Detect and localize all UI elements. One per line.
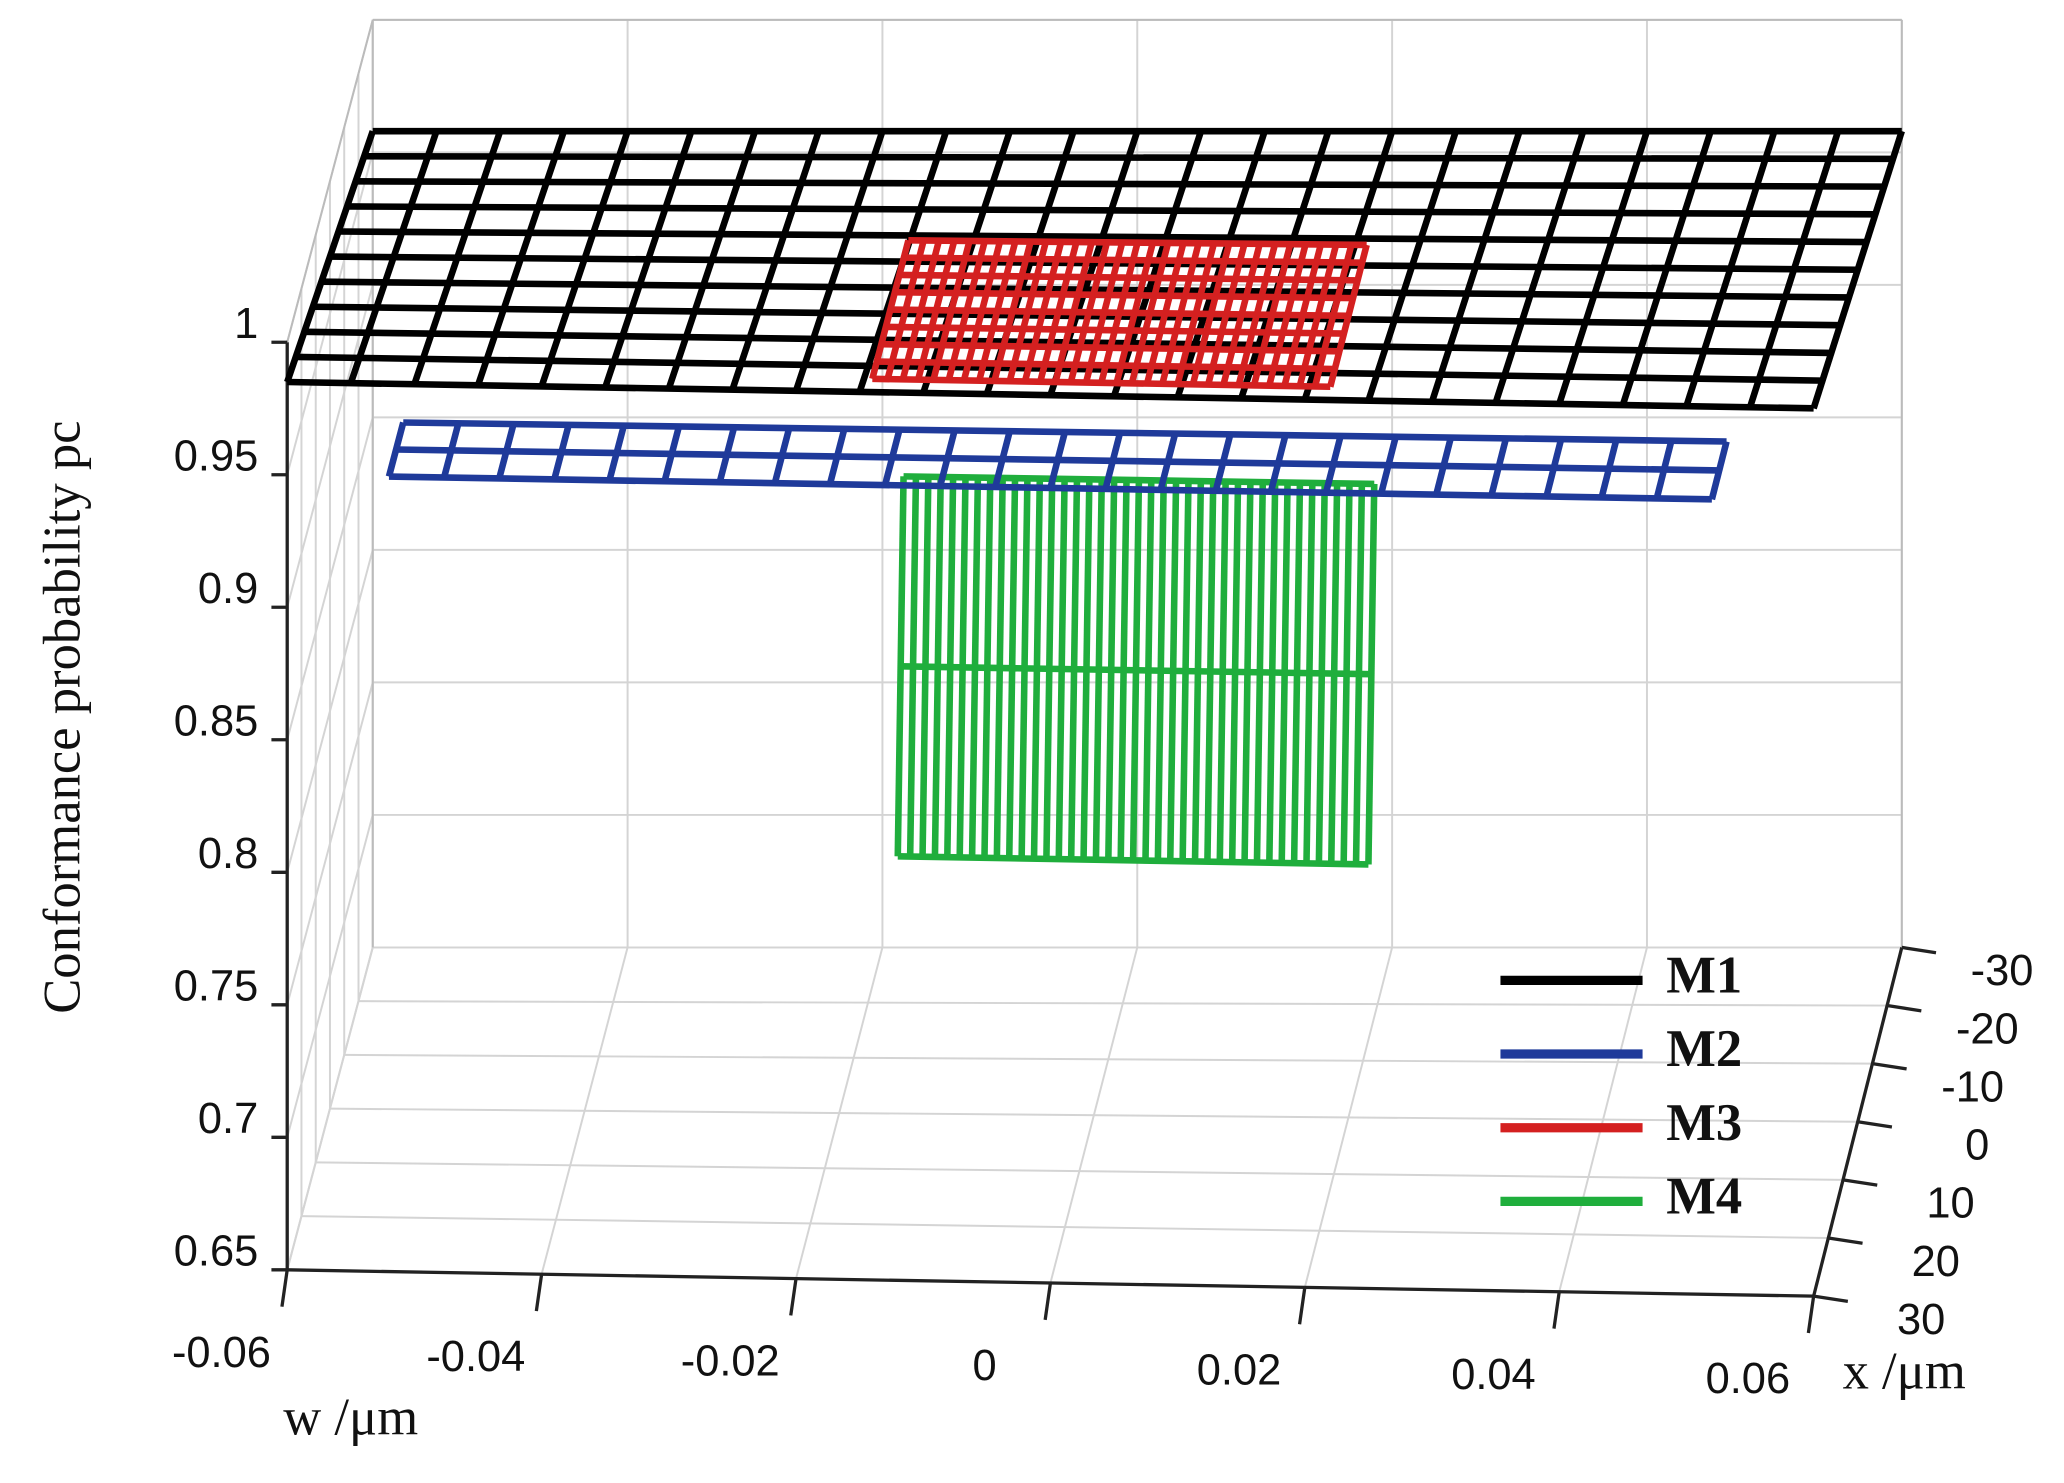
grid-line bbox=[301, 1215, 1829, 1240]
z-tick-label: 0.9 bbox=[198, 565, 258, 613]
x-tick-label: 0 bbox=[1965, 1122, 1989, 1170]
tick-mark bbox=[1552, 1291, 1561, 1329]
mesh-line bbox=[347, 203, 1876, 218]
tick-mark bbox=[1828, 1236, 1863, 1245]
x-tick-label: 10 bbox=[1926, 1180, 1974, 1228]
grid-line bbox=[286, 814, 374, 1138]
z-tick-label: 0.85 bbox=[174, 697, 258, 745]
mesh-line bbox=[321, 278, 1849, 301]
grid-line bbox=[329, 1107, 1858, 1123]
tick-mark bbox=[1886, 1003, 1922, 1013]
z-tick-label: 1 bbox=[234, 300, 258, 348]
mesh-line bbox=[364, 152, 1893, 163]
mesh-line bbox=[903, 254, 1363, 266]
grid-line bbox=[315, 1161, 1844, 1181]
w-tick-label: -0.02 bbox=[681, 1338, 780, 1386]
mesh-line bbox=[872, 375, 1331, 391]
box-edge bbox=[286, 19, 374, 343]
w-axis-label: w /μm bbox=[283, 1388, 418, 1446]
w-tick-label: -0.04 bbox=[426, 1333, 525, 1381]
mesh-line bbox=[899, 271, 1358, 284]
tick-mark bbox=[1857, 1120, 1893, 1129]
mesh-line bbox=[1327, 244, 1370, 388]
mesh-line bbox=[894, 288, 1354, 302]
z-axis-label: Conformance probability pc bbox=[33, 420, 91, 1013]
mesh-line bbox=[329, 253, 1858, 274]
mesh-line bbox=[890, 306, 1349, 320]
tick-mark bbox=[789, 1278, 798, 1316]
legend-label: M3 bbox=[1666, 1094, 1742, 1152]
w-tick-label: 0.02 bbox=[1197, 1346, 1281, 1394]
mesh-line bbox=[388, 473, 1712, 503]
mesh-line bbox=[338, 228, 1867, 246]
x-axis-label: x /μm bbox=[1843, 1342, 1966, 1400]
mesh-line bbox=[885, 323, 1344, 337]
mesh-line bbox=[900, 663, 1372, 678]
tick-mark bbox=[1043, 1282, 1053, 1321]
mesh-line bbox=[1365, 483, 1378, 865]
mesh-line bbox=[903, 473, 1375, 488]
mesh-line bbox=[1810, 130, 1905, 410]
x-tick-label: -10 bbox=[1941, 1063, 2004, 1111]
legend-label: M1 bbox=[1666, 946, 1742, 1004]
tick-mark bbox=[1813, 1294, 1849, 1304]
z-tick-label: 0.95 bbox=[174, 432, 258, 480]
grid-line bbox=[358, 1000, 1888, 1007]
grid-line bbox=[344, 1053, 1873, 1065]
mesh-line bbox=[876, 358, 1335, 373]
surface-m4 bbox=[894, 473, 1378, 868]
mesh-line bbox=[897, 853, 1369, 868]
grid-line bbox=[286, 284, 374, 608]
w-tick-label: 0.04 bbox=[1451, 1351, 1535, 1399]
mesh-line bbox=[312, 303, 1841, 329]
legend-label: M2 bbox=[1666, 1020, 1742, 1078]
mesh-line bbox=[355, 178, 1885, 190]
tick-mark bbox=[1842, 1178, 1878, 1187]
tick-mark bbox=[1806, 1295, 1816, 1334]
surface-m3 bbox=[869, 237, 1370, 391]
x-tick-label: 30 bbox=[1897, 1296, 1945, 1344]
z-tick-label: 0.75 bbox=[174, 962, 258, 1010]
x-tick-label: -30 bbox=[1971, 947, 2034, 995]
w-tick-label: -0.06 bbox=[172, 1329, 271, 1377]
grid-line bbox=[286, 947, 374, 1271]
z-tick-label: 0.8 bbox=[198, 830, 258, 878]
mesh-line bbox=[287, 378, 1814, 412]
x-tick-label: 20 bbox=[1912, 1238, 1960, 1286]
mesh-line bbox=[908, 237, 1367, 249]
tick-mark bbox=[1872, 1062, 1907, 1071]
tick-mark bbox=[1297, 1287, 1307, 1325]
grid-line bbox=[286, 682, 374, 1006]
surface-m1 bbox=[284, 127, 1905, 412]
mesh-line bbox=[881, 340, 1340, 355]
grid-line bbox=[286, 549, 374, 873]
tick-mark bbox=[1901, 945, 1937, 955]
w-tick-label: 0 bbox=[973, 1342, 997, 1390]
x-tick-label: -20 bbox=[1956, 1005, 2019, 1053]
grid-line bbox=[286, 417, 374, 741]
mesh-line bbox=[396, 446, 1720, 474]
z-tick-label: 0.65 bbox=[174, 1228, 258, 1276]
mesh-line bbox=[403, 419, 1727, 445]
z-tick-label: 0.7 bbox=[198, 1095, 258, 1143]
w-tick-label: 0.06 bbox=[1706, 1355, 1790, 1403]
tick-mark bbox=[534, 1273, 544, 1312]
legend-label: M4 bbox=[1666, 1167, 1742, 1225]
surface-m2 bbox=[385, 419, 1730, 503]
tick-mark bbox=[280, 1269, 289, 1307]
